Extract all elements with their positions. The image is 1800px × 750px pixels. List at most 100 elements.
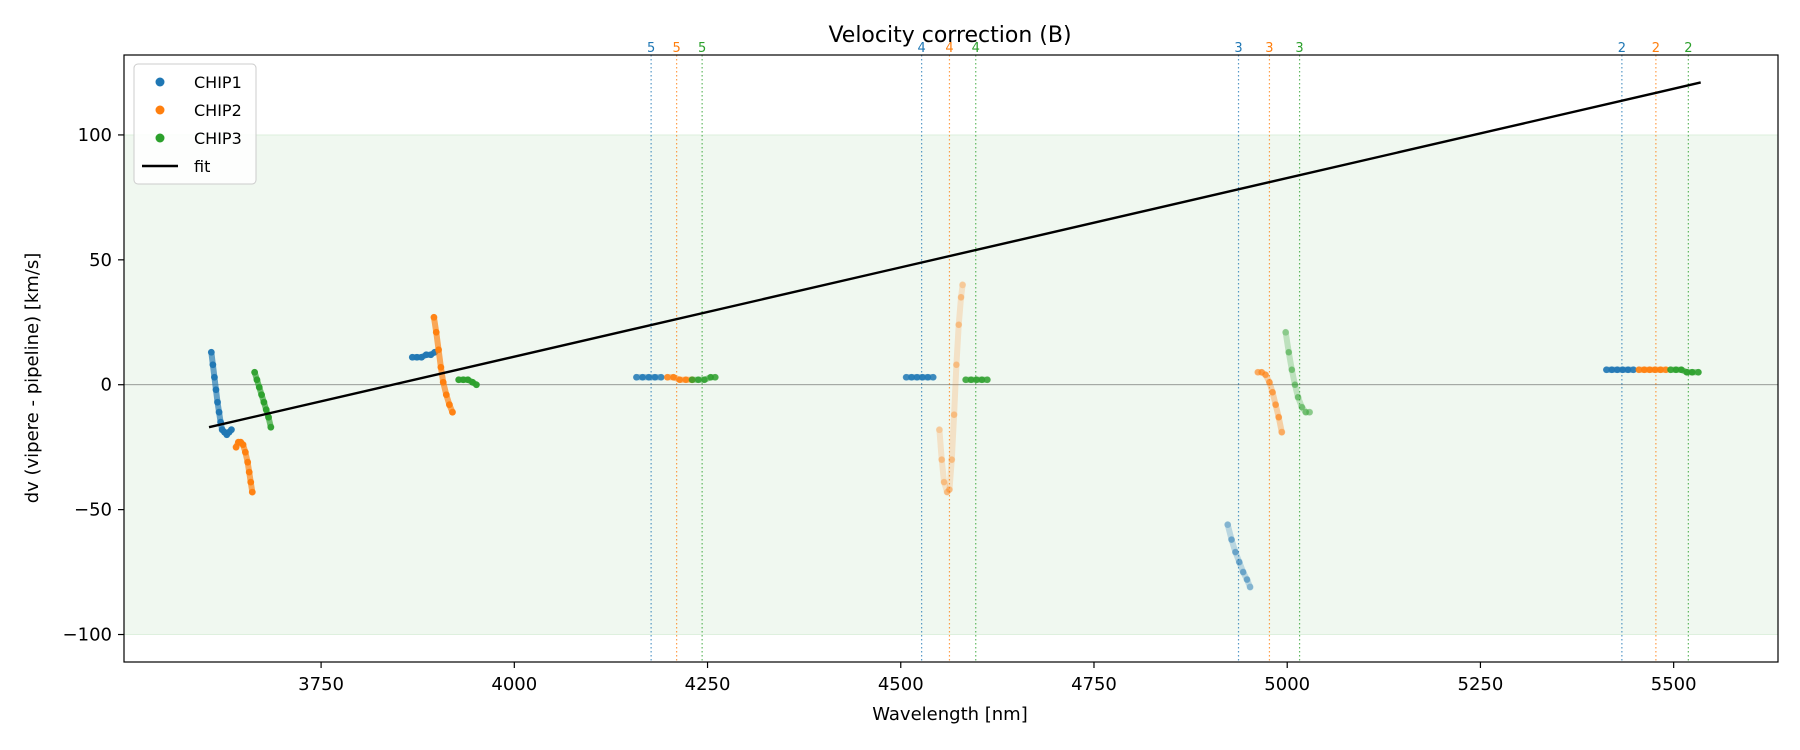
data-trace [1295,394,1305,411]
series-chip3 [1282,328,1314,416]
series-chip1 [902,373,937,381]
data-trace [427,349,438,358]
plot-area: 5 5 5 4 4 4 3 3 3 2 2 2 3750 4000 4250 4500 4750 5000 5250… [63,41,1779,695]
legend-marker [155,133,165,143]
order-marker-label: 3 [1234,41,1242,56]
data-point [940,478,948,486]
x-tick-label: 4750 [1071,674,1117,695]
data-point [1266,378,1273,386]
order-marker-label: 3 [1265,41,1273,56]
data-trace [958,281,966,301]
data-trace [1269,389,1279,408]
series-chip3 [455,376,480,389]
order-marker-label: 2 [1652,41,1660,56]
series-chip3 [688,373,719,384]
data-point [1291,381,1299,389]
y-tick-label: 0 [101,375,112,396]
data-trace [955,294,965,328]
data-trace [1224,521,1235,543]
data-point [1288,366,1296,374]
data-point [1246,583,1254,591]
x-tick-label: 4250 [685,674,731,695]
order-marker-label: 5 [698,41,706,56]
data-trace [1258,369,1269,378]
data-point [1232,548,1239,556]
data-trace [1275,414,1285,436]
x-tick-label: 3750 [298,674,344,695]
data-trace [1228,536,1239,556]
series-chip3 [1667,366,1702,376]
data-point [1285,348,1293,356]
order-marker-label: 5 [672,41,680,56]
data-trace [953,321,962,368]
data-trace [247,479,256,496]
data-point [1278,428,1286,436]
legend-label: fit [194,157,210,176]
chart-title: Velocity correction (B) [828,23,1071,48]
legend-label: CHIP3 [194,129,242,148]
data-point [957,293,965,301]
data-point [1228,536,1235,544]
data-trace [941,479,951,496]
data-trace [1266,379,1276,396]
series-chip1 [408,348,439,361]
data-point [1235,558,1243,566]
y-axis-label: dv (vipere - pipeline) [km/s] [22,253,43,504]
data-trace [1244,576,1254,591]
series-chip1 [1224,521,1254,591]
data-point [1269,388,1276,396]
legend-marker [155,105,165,115]
data-trace [1236,559,1247,576]
data-trace [1272,401,1282,421]
data-trace [1262,371,1273,386]
legend-box [133,63,257,185]
x-axis-label: Wavelength [nm] [872,704,1028,725]
data-point [1224,521,1232,529]
order-marker-label: 4 [972,41,980,56]
data-trace [951,361,960,418]
data-point [1262,371,1269,379]
series-chip3 [251,368,275,431]
legend-label: CHIP1 [194,73,242,92]
order-marker-label: 4 [945,41,953,56]
data-point [948,456,956,464]
data-point [1243,576,1251,583]
data-point [936,426,943,434]
series-chip2 [1635,366,1670,374]
data-trace [1285,349,1295,373]
data-point [1294,393,1302,401]
data-point [1275,413,1283,421]
y-tick-label: −50 [74,500,112,521]
data-point [1254,368,1262,376]
data-point [1306,408,1314,416]
legend-marker [155,77,165,87]
data-point [953,361,960,369]
data-trace [948,411,958,463]
data-trace [946,456,955,493]
order-marker-label: 2 [1618,41,1626,56]
data-point [943,488,951,496]
order-marker-label: 4 [917,41,925,56]
series-chip1 [633,373,665,381]
order-marker-label: 2 [1684,41,1692,56]
y-tick-label: 50 [89,250,112,271]
series-chip2 [1254,368,1286,436]
data-point [1282,328,1290,336]
data-point [938,456,946,464]
order-marker-label: 3 [1295,41,1303,56]
series-chip2 [936,281,966,496]
y-tick-label: −100 [63,625,112,646]
x-tick-label: 4000 [491,674,537,695]
data-trace [226,426,235,436]
fit-line [208,81,1701,429]
data-trace [469,379,480,388]
data-point [1239,568,1247,576]
data-trace [1291,381,1302,401]
x-tick-label: 4500 [878,674,924,695]
data-point [1298,403,1306,411]
series-chip1 [1603,366,1637,374]
data-trace [1282,329,1292,356]
data-point [1258,368,1266,376]
y-tick-label: 100 [78,125,112,146]
data-point [955,321,963,329]
